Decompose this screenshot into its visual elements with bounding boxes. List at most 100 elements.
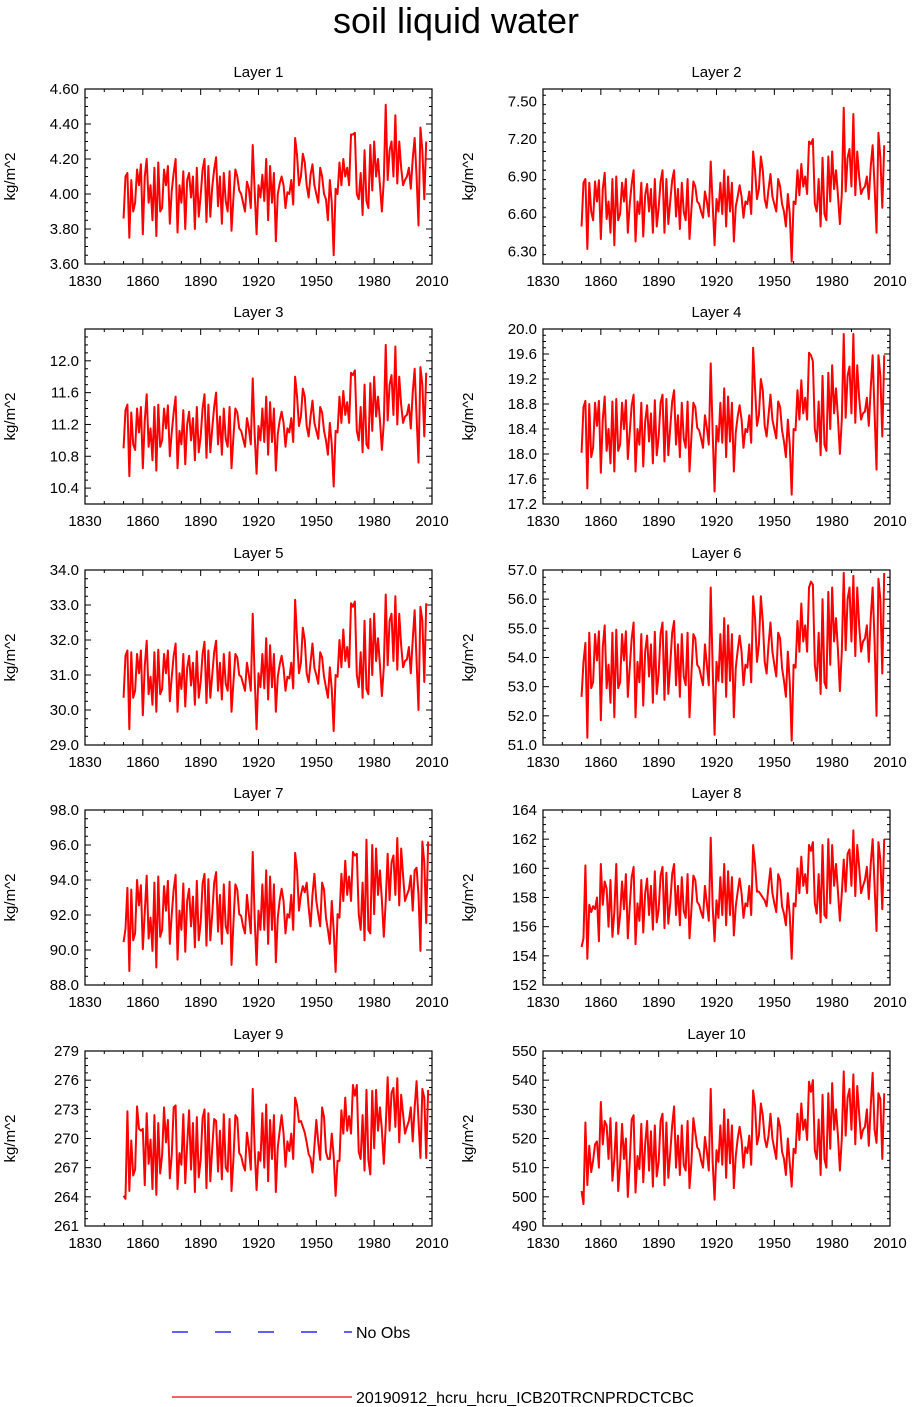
y-tick-label: 520 (512, 1131, 537, 1148)
y-tick-label: 88.0 (50, 977, 79, 994)
x-tick-label: 1920 (700, 1235, 733, 1252)
y-tick-label: 18.8 (508, 396, 537, 413)
x-tick-label: 1890 (642, 513, 675, 530)
y-tick-label: 54.0 (508, 650, 537, 667)
y-axis-label: kg/m^2 (460, 393, 477, 441)
series-line (122, 1076, 430, 1200)
x-tick-label: 2010 (415, 513, 448, 530)
y-axis-label: kg/m^2 (2, 634, 19, 682)
y-axis-label: kg/m^2 (460, 874, 477, 922)
y-tick-label: 52.0 (508, 708, 537, 725)
y-tick-label: 500 (512, 1189, 537, 1206)
x-tick-label: 1980 (815, 754, 848, 771)
y-axis-label: kg/m^2 (2, 393, 19, 441)
y-tick-label: 267 (54, 1160, 79, 1177)
y-tick-label: 550 (512, 1043, 537, 1060)
x-tick-label: 1920 (700, 513, 733, 530)
x-tick-label: 1920 (700, 754, 733, 771)
x-tick-label: 1950 (300, 273, 333, 290)
y-tick-label: 6.30 (508, 244, 537, 261)
y-tick-label: 11.2 (51, 416, 79, 433)
x-tick-label: 2010 (873, 513, 906, 530)
series-line (122, 343, 428, 488)
x-tick-label: 1950 (758, 994, 791, 1011)
series-line (580, 829, 886, 960)
y-tick-label: 4.00 (50, 186, 79, 203)
y-tick-label: 540 (512, 1072, 537, 1089)
x-tick-label: 2010 (873, 754, 906, 771)
x-tick-label: 1980 (815, 273, 848, 290)
x-tick-label: 2010 (415, 273, 448, 290)
y-axis-label: kg/m^2 (460, 153, 477, 201)
chart-panel-10: Layer 10 kg/m^2 1830 1860 1890 1920 1950 1980 20… (460, 1026, 907, 1252)
legend-series-label: 20190912_hcru_hcru_ICB20TRCNPRDCTCBC (356, 1390, 694, 1407)
x-tick-label: 1860 (126, 273, 159, 290)
x-tick-label: 1950 (758, 754, 791, 771)
chart-title: Layer 4 (691, 304, 741, 321)
series-line (580, 333, 886, 496)
x-tick-label: 2010 (415, 994, 448, 1011)
y-tick-label: 158 (512, 890, 537, 907)
y-tick-label: 30.0 (50, 702, 79, 719)
y-tick-label: 19.2 (508, 371, 537, 388)
chart-title: Layer 8 (691, 785, 741, 802)
x-tick-label: 1830 (68, 273, 101, 290)
x-tick-label: 1830 (68, 1235, 101, 1252)
x-tick-label: 1890 (184, 273, 217, 290)
x-tick-label: 1860 (126, 994, 159, 1011)
x-tick-label: 1860 (126, 1235, 159, 1252)
y-tick-label: 51.0 (508, 737, 537, 754)
chart-panel-1: Layer 1 kg/m^2 1830 1860 1890 1920 1950 1980 201… (2, 64, 449, 290)
y-axis-label: kg/m^2 (460, 1115, 477, 1163)
y-tick-label: 154 (512, 948, 537, 965)
x-tick-label: 2010 (873, 273, 906, 290)
plot-frame (542, 88, 891, 265)
y-tick-label: 33.0 (50, 597, 79, 614)
x-tick-label: 1830 (526, 513, 559, 530)
x-tick-label: 1860 (584, 754, 617, 771)
y-axis-label: kg/m^2 (460, 634, 477, 682)
series-line (122, 103, 428, 257)
x-tick-label: 1860 (126, 754, 159, 771)
y-tick-label: 19.6 (508, 346, 537, 363)
y-tick-label: 273 (54, 1101, 79, 1118)
y-tick-label: 162 (512, 831, 537, 848)
y-tick-label: 276 (54, 1072, 79, 1089)
y-tick-label: 18.0 (508, 446, 537, 463)
y-tick-label: 7.50 (508, 94, 537, 111)
y-tick-label: 31.0 (50, 667, 79, 684)
x-tick-label: 1890 (184, 1235, 217, 1252)
x-tick-label: 1980 (815, 994, 848, 1011)
x-tick-label: 1980 (357, 273, 390, 290)
x-tick-label: 2010 (873, 1235, 906, 1252)
x-tick-label: 1830 (526, 754, 559, 771)
figure-title: soil liquid water (332, 0, 580, 41)
y-tick-label: 510 (512, 1160, 537, 1177)
x-tick-label: 1950 (300, 754, 333, 771)
series-line (122, 593, 428, 732)
y-tick-label: 270 (54, 1131, 79, 1148)
x-tick-label: 1920 (242, 513, 275, 530)
x-tick-label: 1950 (300, 1235, 333, 1252)
y-tick-label: 490 (512, 1218, 537, 1235)
chart-panel-9: Layer 9 kg/m^2 1830 1860 1890 1920 1950 1980 201… (2, 1026, 449, 1252)
y-tick-label: 4.20 (50, 151, 79, 168)
y-tick-label: 11.6 (51, 385, 79, 402)
x-tick-label: 1980 (815, 513, 848, 530)
chart-title: Layer 9 (233, 1026, 283, 1043)
y-tick-label: 56.0 (508, 591, 537, 608)
y-tick-label: 12.0 (50, 353, 79, 370)
y-tick-label: 55.0 (508, 620, 537, 637)
x-tick-label: 2010 (415, 1235, 448, 1252)
x-tick-label: 1920 (242, 1235, 275, 1252)
series-line (122, 837, 430, 973)
chart-panel-3: Layer 3 kg/m^2 1830 1860 1890 1920 1950 1980 201… (2, 304, 449, 530)
y-tick-label: 160 (512, 860, 537, 877)
y-tick-label: 3.60 (50, 256, 79, 273)
x-tick-label: 1920 (242, 754, 275, 771)
series-line (580, 571, 886, 742)
y-tick-label: 90.0 (50, 942, 79, 959)
y-tick-label: 34.0 (50, 562, 79, 579)
y-tick-label: 279 (54, 1043, 79, 1060)
